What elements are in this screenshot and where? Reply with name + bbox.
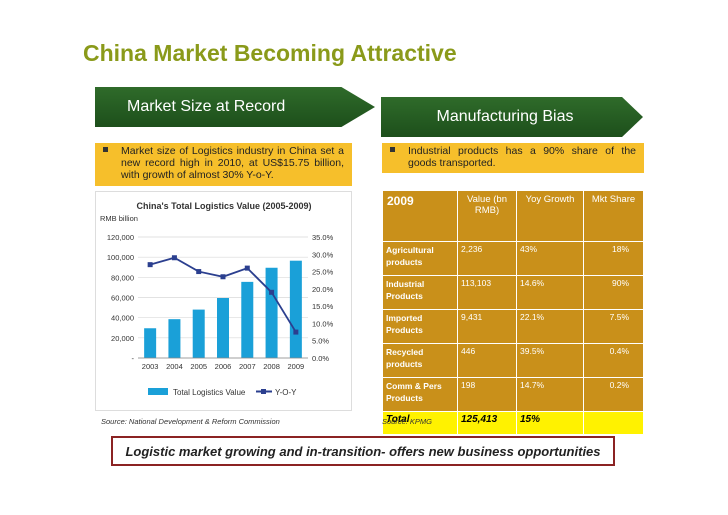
market-size-note: Market size of Logistics industry in Chi… — [95, 143, 352, 186]
chart-yoy-point — [293, 329, 299, 335]
chart-ylabel: RMB billion — [100, 214, 138, 223]
chart-bar — [289, 260, 302, 358]
logistics-chart: China's Total Logistics Value (2005-2009… — [95, 191, 352, 411]
chart-y2-tick-label: 30.0% — [312, 250, 334, 259]
chart-yoy-point — [244, 265, 250, 271]
manufacturing-bias-header: Manufacturing Bias — [381, 97, 643, 137]
table-cell-value: 113,103 — [457, 275, 517, 310]
chart-x-tick-label: 2005 — [190, 362, 207, 371]
chart-title: China's Total Logistics Value (2005-2009… — [136, 201, 311, 211]
table-cell-share: 7.5% — [583, 309, 644, 344]
table-cell-share: 0.2% — [583, 377, 644, 412]
table-cell-category: Imported Products — [382, 309, 458, 344]
table-total-label: Total — [382, 411, 458, 435]
table-cell-value: 198 — [457, 377, 517, 412]
table-cell-growth: 43% — [515, 241, 585, 276]
table-cell-value: 9,431 — [457, 309, 517, 344]
table-row: Industrial Products 113,103 14.6% 90% — [382, 275, 644, 310]
chart-yoy-point — [196, 269, 202, 275]
table-header-value: Value (bn RMB) — [457, 190, 517, 242]
chart-y2-tick-label: 35.0% — [312, 233, 334, 242]
table-cell-category: Comm & Pers Products — [382, 377, 458, 412]
chart-bar — [217, 298, 229, 358]
chart-x-tick-label: 2009 — [288, 362, 305, 371]
manufacturing-table: 2009 Value (bn RMB) Yoy Growth Mkt Share… — [382, 190, 644, 435]
table-cell-value: 446 — [457, 343, 517, 378]
table-cell-category: Agricultural products — [382, 241, 458, 276]
table-cell-share: 90% — [583, 275, 644, 310]
chart-y-tick-label: 60,000 — [111, 294, 134, 303]
bullet-icon — [103, 147, 108, 152]
table-cell-share: 18% — [583, 241, 644, 276]
manufacturing-bias-header-label: Manufacturing Bias — [436, 108, 574, 125]
table-cell-share: 0.4% — [583, 343, 644, 378]
chart-y2-tick-label: 20.0% — [312, 285, 334, 294]
table-cell-growth: 39.5% — [515, 343, 585, 378]
chart-x-tick-label: 2003 — [142, 362, 159, 371]
table-source: Source: KPMG — [382, 417, 433, 426]
chart-y-tick-label: 40,000 — [111, 314, 134, 323]
table-cell-category: Industrial Products — [382, 275, 458, 310]
table-cell-growth: 22.1% — [515, 309, 585, 344]
chart-bar — [241, 281, 254, 358]
chart-y2-tick-label: 5.0% — [312, 337, 329, 346]
table-row: Recycled products 446 39.5% 0.4% — [382, 343, 644, 378]
table-row: Comm & Pers Products 198 14.7% 0.2% — [382, 377, 644, 412]
table-header-row: 2009 Value (bn RMB) Yoy Growth Mkt Share — [382, 190, 644, 242]
chart-x-tick-label: 2008 — [263, 362, 280, 371]
chart-y-tick-label: 80,000 — [111, 273, 134, 282]
legend-line-label: Y-O-Y — [275, 388, 297, 397]
chart-y-tick-label: 120,000 — [107, 233, 134, 242]
chart-y2-tick-label: 0.0% — [312, 354, 329, 363]
chart-x-tick-label: 2007 — [239, 362, 256, 371]
chart-bar — [168, 319, 181, 358]
chart-x-tick-label: 2006 — [215, 362, 232, 371]
chart-bar — [144, 328, 157, 358]
logistics-chart-svg: China's Total Logistics Value (2005-2009… — [100, 201, 334, 397]
table-total-row: Total 125,413 15% — [382, 411, 644, 435]
chart-bar — [265, 267, 278, 358]
table-row: Imported Products 9,431 22.1% 7.5% — [382, 309, 644, 344]
table-header-share: Mkt Share — [583, 190, 644, 242]
page-title: China Market Becoming Attractive — [83, 40, 457, 66]
chart-yoy-point — [220, 274, 226, 280]
table-row: Agricultural products 2,236 43% 18% — [382, 241, 644, 276]
table-total-value: 125,413 — [457, 411, 517, 435]
chart-y-tick-label: 100,000 — [107, 253, 134, 262]
chart-y-tick-label: 20,000 — [111, 334, 134, 343]
table-cell-category: Recycled products — [382, 343, 458, 378]
chart-bar — [192, 309, 205, 358]
table-cell-value: 2,236 — [457, 241, 517, 276]
chart-y-tick-label: - — [132, 354, 135, 363]
chart-y2-tick-label: 15.0% — [312, 302, 334, 311]
market-size-header-label: Market Size at Record — [127, 98, 286, 115]
bullet-icon — [390, 147, 395, 152]
table-header-year: 2009 — [382, 190, 458, 242]
table-cell-growth: 14.6% — [515, 275, 585, 310]
manufacturing-bias-text: Industrial products has a 90% share of t… — [408, 145, 636, 169]
chart-yoy-point — [171, 255, 177, 261]
table-cell-growth: 14.7% — [515, 377, 585, 412]
chart-yoy-point — [269, 289, 275, 295]
chart-x-tick-label: 2004 — [166, 362, 183, 371]
manufacturing-bias-note: Industrial products has a 90% share of t… — [382, 143, 644, 173]
chart-yoy-point — [147, 262, 153, 268]
table-header-growth: Yoy Growth — [515, 190, 585, 242]
market-size-text: Market size of Logistics industry in Chi… — [121, 145, 344, 181]
market-size-header: Market Size at Record — [95, 87, 375, 127]
chart-y2-tick-label: 10.0% — [312, 319, 334, 328]
legend-line-marker — [261, 389, 266, 394]
legend-bar-label: Total Logistics Value — [173, 388, 246, 397]
table-total-growth: 15% — [515, 411, 585, 435]
chart-source: Source: National Development & Reform Co… — [101, 417, 280, 426]
legend-bar-swatch — [148, 388, 168, 395]
table-total-share — [583, 411, 644, 435]
conclusion-text: Logistic market growing and in-transitio… — [125, 443, 601, 459]
chart-y2-tick-label: 25.0% — [312, 268, 334, 277]
conclusion-banner: Logistic market growing and in-transitio… — [111, 436, 615, 466]
